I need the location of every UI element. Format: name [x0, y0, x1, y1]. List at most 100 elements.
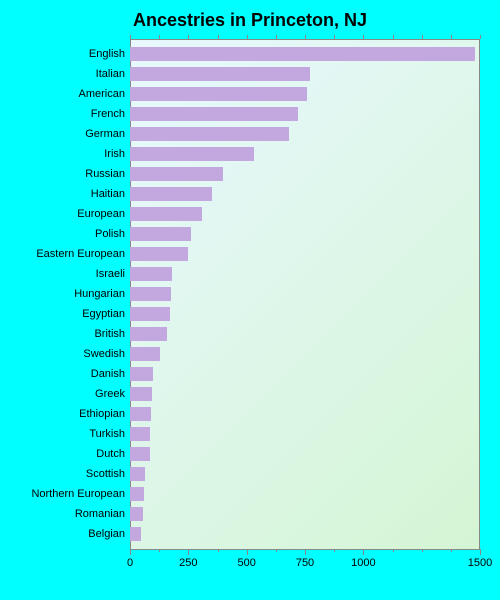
x-tick-label: 750 — [296, 557, 314, 569]
x-top-tick-mark — [159, 35, 160, 39]
bar — [130, 407, 151, 421]
bar — [130, 147, 254, 161]
x-tick-mark — [363, 549, 364, 555]
x-tick-mark — [305, 549, 306, 555]
x-top-tick-mark — [422, 35, 423, 39]
bar — [130, 127, 289, 141]
x-tick-label: 1000 — [351, 557, 375, 569]
x-top-tick-mark — [130, 35, 131, 39]
bar — [130, 247, 188, 261]
bar-row: Turkish — [15, 424, 485, 444]
bar-row: American — [15, 84, 485, 104]
bar — [130, 527, 141, 541]
x-top-tick-mark — [218, 35, 219, 39]
bar-row: German — [15, 124, 485, 144]
x-minor-tick-mark — [159, 549, 160, 552]
bar-label: Northern European — [31, 488, 125, 500]
bar — [130, 167, 223, 181]
bar — [130, 187, 212, 201]
x-tick-mark — [188, 549, 189, 555]
bar-row: Swedish — [15, 344, 485, 364]
x-tick-label: 500 — [237, 557, 255, 569]
bar — [130, 447, 150, 461]
bar-row: British — [15, 324, 485, 344]
bar-label: Israeli — [96, 268, 125, 280]
bar-label: German — [85, 128, 125, 140]
bar-label: Hungarian — [74, 288, 125, 300]
bar-label: Polish — [95, 228, 125, 240]
bar — [130, 47, 475, 61]
bar-label: European — [77, 208, 125, 220]
bar — [130, 467, 145, 481]
bar — [130, 227, 191, 241]
bar-row: Italian — [15, 64, 485, 84]
bar — [130, 207, 202, 221]
x-tick-mark — [247, 549, 248, 555]
bar — [130, 367, 153, 381]
bar — [130, 87, 307, 101]
bar-row: Eastern European — [15, 244, 485, 264]
x-top-tick-mark — [334, 35, 335, 39]
bar-row: Polish — [15, 224, 485, 244]
bar-row: Scottish — [15, 464, 485, 484]
x-tick-label: 1500 — [468, 557, 492, 569]
bar-label: Haitian — [91, 188, 125, 200]
bar-label: Scottish — [86, 468, 125, 480]
x-minor-tick-mark — [218, 549, 219, 552]
x-top-tick-mark — [276, 35, 277, 39]
bar-label: Greek — [95, 388, 125, 400]
x-tick-mark — [480, 549, 481, 555]
bar-row: English — [15, 44, 485, 64]
bar — [130, 107, 298, 121]
x-top-tick-mark — [363, 35, 364, 39]
bar-label: Swedish — [83, 348, 125, 360]
bar — [130, 487, 144, 501]
bar-row: Danish — [15, 364, 485, 384]
bar-row: Israeli — [15, 264, 485, 284]
bar-label: Ethiopian — [79, 408, 125, 420]
bar-label: Irish — [104, 148, 125, 160]
bar-label: Italian — [96, 68, 125, 80]
x-minor-tick-mark — [451, 549, 452, 552]
bar-label: Belgian — [88, 528, 125, 540]
bar-label: English — [89, 48, 125, 60]
bar — [130, 327, 167, 341]
bar-row: Dutch — [15, 444, 485, 464]
x-minor-tick-mark — [334, 549, 335, 552]
x-minor-tick-mark — [422, 549, 423, 552]
bar-label: British — [94, 328, 125, 340]
x-tick-mark — [130, 549, 131, 555]
bar-label: Eastern European — [36, 248, 125, 260]
bar-label: French — [91, 108, 125, 120]
bar-label: American — [79, 88, 125, 100]
x-top-tick-mark — [305, 35, 306, 39]
x-top-tick-mark — [480, 35, 481, 39]
bar-row: Irish — [15, 144, 485, 164]
chart-container: City-Data.com EnglishItalianAmericanFren… — [15, 39, 485, 544]
bar-label: Turkish — [89, 428, 125, 440]
bar-label: Russian — [85, 168, 125, 180]
bar-row: Hungarian — [15, 284, 485, 304]
bar-row: Ethiopian — [15, 404, 485, 424]
bar-row: Egyptian — [15, 304, 485, 324]
bar-row: Russian — [15, 164, 485, 184]
bar-row: Romanian — [15, 504, 485, 524]
x-minor-tick-mark — [276, 549, 277, 552]
x-top-tick-mark — [451, 35, 452, 39]
bar — [130, 427, 150, 441]
x-top-tick-mark — [188, 35, 189, 39]
bars-container: English Italian American French German Irish R… — [15, 39, 485, 544]
bar — [130, 67, 310, 81]
bar-label: Egyptian — [82, 308, 125, 320]
bar-row: Northern European — [15, 484, 485, 504]
x-tick-label: 0 — [127, 557, 133, 569]
bar — [130, 287, 171, 301]
bar — [130, 347, 160, 361]
bar-row: Haitian — [15, 184, 485, 204]
x-tick-label: 250 — [179, 557, 197, 569]
x-top-tick-mark — [393, 35, 394, 39]
bar-row: Greek — [15, 384, 485, 404]
bar-label: Dutch — [96, 448, 125, 460]
bar-label: Romanian — [75, 508, 125, 520]
bar — [130, 387, 152, 401]
